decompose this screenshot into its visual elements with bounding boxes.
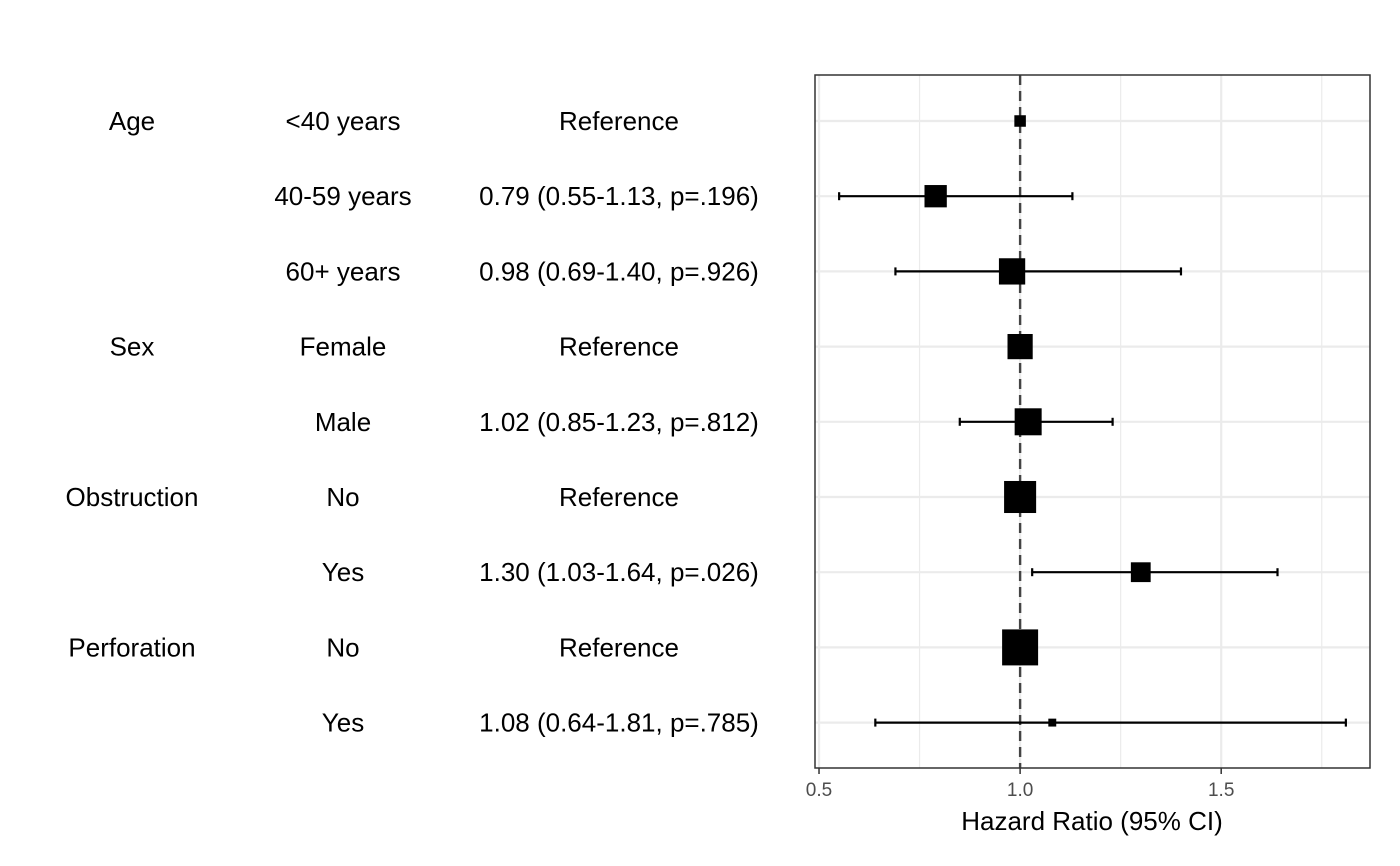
table-estimate-label: Reference: [559, 332, 679, 362]
hr-marker: [1048, 718, 1057, 727]
hr-marker: [1002, 629, 1039, 666]
table-level-label: Yes: [322, 708, 364, 738]
table-estimate-label: 0.79 (0.55-1.13, p=.196): [479, 181, 759, 211]
table-variable-label: Sex: [110, 332, 155, 362]
table-estimate-label: 1.08 (0.64-1.81, p=.785): [479, 708, 759, 738]
hr-marker: [998, 258, 1026, 285]
x-axis-title: Hazard Ratio (95% CI): [961, 806, 1223, 836]
hr-marker: [1007, 334, 1033, 360]
table-level-label: No: [326, 632, 359, 662]
table-level-label: 60+ years: [286, 256, 401, 286]
hr-marker: [1014, 408, 1042, 436]
table-estimate-label: Reference: [559, 106, 679, 136]
table-estimate-label: 1.02 (0.85-1.23, p=.812): [479, 407, 759, 437]
table-level-label: Yes: [322, 557, 364, 587]
hr-marker: [1130, 562, 1151, 583]
table-level-label: 40-59 years: [274, 181, 411, 211]
table-variable-label: Obstruction: [66, 482, 199, 512]
table-level-label: <40 years: [286, 106, 401, 136]
forest-table: Age <40 years Reference 40-59 years 0.79 (0.…: [66, 106, 759, 738]
table-estimate-label: Reference: [559, 482, 679, 512]
forest-panel: 0.5 1.0 1.5: [806, 74, 1371, 801]
table-level-label: Male: [315, 407, 371, 437]
table-variable-label: Age: [109, 106, 155, 136]
hr-marker: [1004, 480, 1037, 514]
table-variable-label: Perforation: [68, 632, 195, 662]
x-tick-label: 1.0: [1007, 780, 1033, 801]
hr-marker: [1014, 115, 1026, 127]
panel-border: [814, 74, 1371, 769]
table-estimate-label: 1.30 (1.03-1.64, p=.026): [479, 557, 759, 587]
table-estimate-label: Reference: [559, 632, 679, 662]
x-tick-label: 1.5: [1208, 780, 1234, 801]
table-level-label: No: [326, 482, 359, 512]
hr-marker: [924, 185, 947, 208]
x-tick-label: 0.5: [806, 780, 832, 801]
table-level-label: Female: [300, 332, 387, 362]
table-estimate-label: 0.98 (0.69-1.40, p=.926): [479, 256, 759, 286]
